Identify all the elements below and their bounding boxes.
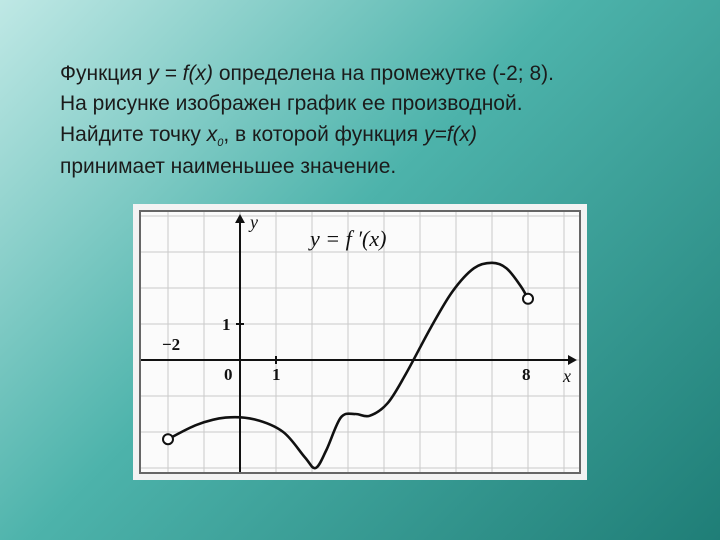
t-line3b: , в которой функция xyxy=(223,123,424,146)
problem-statement: Функция y = f(x) определена на промежутк… xyxy=(60,59,660,182)
t-line2: На рисунке изображен график ее производн… xyxy=(60,92,523,115)
svg-text:y = f ′(x): y = f ′(x) xyxy=(308,226,386,251)
graph-svg: y x 0 1 1 −2 8 y = f ′(x) xyxy=(141,212,579,472)
svg-text:1: 1 xyxy=(272,365,281,384)
t-line4: принимает наименьшее значение. xyxy=(60,155,396,178)
t-line3a: Найдите точку xyxy=(60,123,207,146)
t-fn: y = f(x) xyxy=(148,62,213,85)
svg-text:1: 1 xyxy=(222,315,231,334)
svg-text:x: x xyxy=(562,366,571,386)
t-line1b: определена на промежутке (-2; 8). xyxy=(213,62,554,85)
svg-text:0: 0 xyxy=(224,365,233,384)
t-line1a: Функция xyxy=(60,62,148,85)
svg-text:8: 8 xyxy=(522,365,531,384)
t-x0: x0 xyxy=(207,123,224,146)
t-eq: y=f(x) xyxy=(424,123,477,146)
svg-text:−2: −2 xyxy=(162,335,180,354)
svg-text:y: y xyxy=(248,212,258,232)
derivative-graph: y x 0 1 1 −2 8 y = f ′(x) xyxy=(139,210,581,474)
